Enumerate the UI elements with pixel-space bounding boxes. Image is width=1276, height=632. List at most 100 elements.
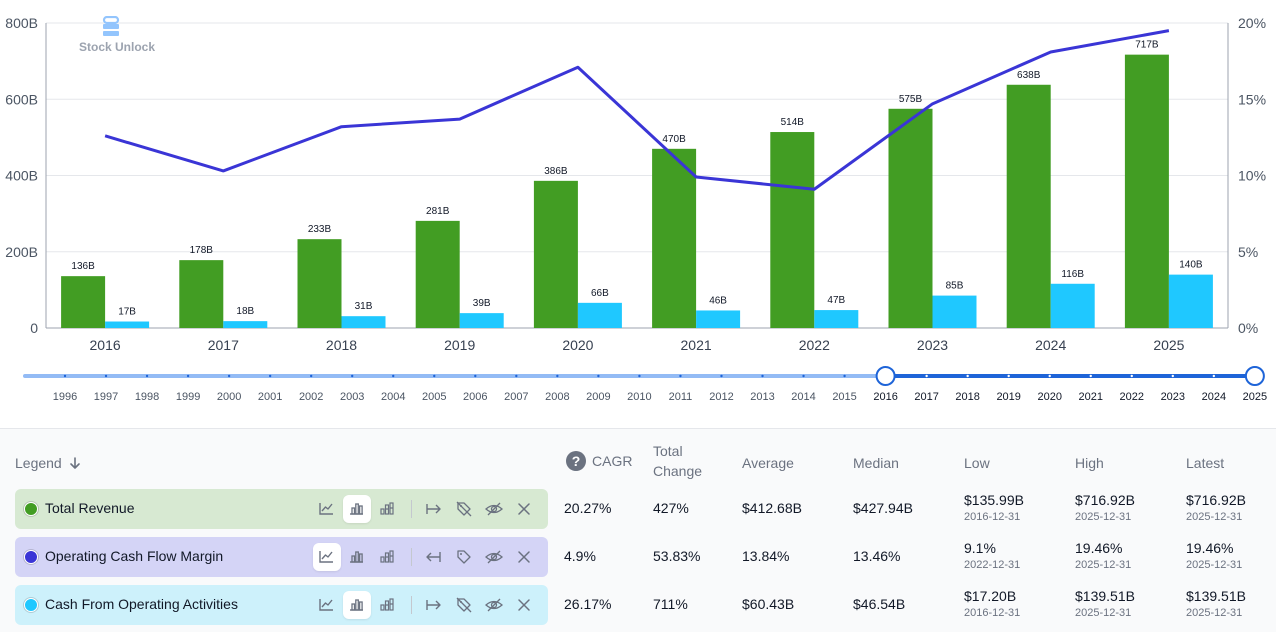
hide-icon — [485, 550, 503, 564]
labels-toggle-button[interactable] — [450, 495, 478, 523]
low-date: 2022-12-31 — [964, 559, 1021, 571]
stacked-bar-icon — [380, 598, 394, 611]
slider-tick — [1171, 374, 1175, 378]
slider-year-label: 2020 — [1037, 391, 1061, 403]
legend-row[interactable]: Cash From Operating Activities — [15, 585, 548, 625]
latest-header: Latest — [1186, 455, 1225, 471]
y-right-tick-label: 5% — [1238, 244, 1258, 260]
remove-series-button[interactable] — [510, 495, 538, 523]
line-operating-cash-flow-margin — [104, 29, 1170, 191]
median-value: 13.46% — [853, 548, 901, 564]
slider-year-label: 2007 — [504, 391, 528, 403]
legend-sort-header[interactable]: Legend — [15, 453, 82, 473]
year-range-slider[interactable]: 1996 1997 1998 1999 2000 2001 2002 2003 2004 2005… — [0, 360, 1276, 410]
series-color-dot — [24, 598, 38, 612]
metrics-table: Legend ? CAGR Total Change Average Media… — [0, 428, 1276, 632]
hide-icon — [485, 502, 503, 516]
line-chart-button[interactable] — [313, 495, 341, 523]
slider-tick — [351, 374, 354, 378]
line-chart-button[interactable] — [313, 591, 341, 619]
y-left-tick-label: 200B — [5, 244, 38, 260]
y-left-tick-label: 0 — [30, 320, 38, 336]
line-chart-icon — [319, 599, 333, 611]
latest-value: $716.92B — [1186, 492, 1246, 508]
cagr-header-label: CAGR — [592, 453, 633, 469]
hide-series-button[interactable] — [480, 591, 508, 619]
slider-year-label: 2016 — [873, 391, 897, 403]
stacked-bar-icon — [380, 550, 394, 563]
data-label: 136B — [71, 261, 95, 272]
high-value: $139.51B — [1075, 588, 1135, 604]
legend-row[interactable]: Operating Cash Flow Margin — [15, 537, 548, 577]
median-header: Median — [853, 455, 899, 471]
average-value: $412.68B — [742, 500, 802, 516]
total-change-header-line1: Total — [653, 443, 683, 459]
slider-tick — [145, 374, 149, 378]
x-tick-label: 2023 — [917, 337, 948, 353]
line-chart-button[interactable] — [313, 543, 341, 571]
stacked-bar-button[interactable] — [373, 591, 401, 619]
slider-year-label: 2009 — [586, 391, 610, 403]
slider-end-handle[interactable] — [1244, 366, 1265, 386]
y-right-tick-label: 15% — [1238, 91, 1266, 107]
latest-date: 2025-12-31 — [1186, 607, 1243, 619]
median-value: $427.94B — [853, 500, 913, 516]
label-off-icon — [456, 501, 472, 517]
remove-series-button[interactable] — [510, 591, 538, 619]
axis-toggle-button[interactable] — [420, 495, 448, 523]
bar-chart-button[interactable] — [343, 495, 371, 523]
slider-year-label: 2003 — [340, 391, 364, 403]
high-date: 2025-12-31 — [1075, 559, 1132, 571]
slider-year-label: 2005 — [422, 391, 446, 403]
brand-name: Stock Unlock — [78, 40, 156, 54]
stacked-bar-button[interactable] — [373, 543, 401, 571]
x-tick-label: 2022 — [799, 337, 830, 353]
slider-year-label: 1997 — [94, 391, 118, 403]
help-icon[interactable]: ? — [566, 451, 586, 471]
slider-tick — [392, 374, 395, 378]
bar-total-revenue — [61, 276, 106, 328]
data-label: 66B — [591, 288, 609, 299]
slider-year-label: 2011 — [669, 391, 693, 403]
close-icon — [518, 551, 530, 563]
latest-value: 19.46% — [1186, 540, 1234, 556]
slider-tick — [515, 374, 518, 378]
toolbar-divider — [411, 548, 412, 566]
low-value: $135.99B — [964, 492, 1024, 508]
hide-series-button[interactable] — [480, 495, 508, 523]
slider-tick — [597, 374, 600, 378]
labels-toggle-button[interactable] — [450, 543, 478, 571]
latest-date: 2025-12-31 — [1186, 511, 1243, 523]
line-chart-icon — [319, 551, 333, 563]
data-label: 46B — [709, 295, 727, 306]
slider-tick — [1089, 374, 1092, 378]
bar-chart-button[interactable] — [343, 591, 371, 619]
high-date: 2025-12-31 — [1075, 607, 1132, 619]
slider-year-label: 2019 — [996, 391, 1020, 403]
total-change-cell: 427% — [653, 500, 689, 516]
axis-toggle-button[interactable] — [420, 591, 448, 619]
series-name: Cash From Operating Activities — [45, 596, 238, 612]
slider-year-label: 2024 — [1202, 391, 1226, 403]
slider-year-label: 2014 — [791, 391, 815, 403]
stacked-bar-button[interactable] — [373, 495, 401, 523]
slider-tick — [925, 374, 928, 378]
bar-cash-from-operating-activities — [223, 321, 268, 328]
hide-icon — [485, 598, 503, 612]
slider-year-label: 2010 — [627, 391, 651, 403]
bar-chart-button[interactable] — [343, 543, 371, 571]
slider-tick — [679, 374, 682, 378]
bar-cash-from-operating-activities — [1050, 283, 1095, 328]
legend-header-label: Legend — [15, 455, 62, 471]
bar-total-revenue — [652, 148, 697, 328]
bar-chart-icon — [350, 503, 363, 515]
legend-row[interactable]: Total Revenue — [15, 489, 548, 529]
axis-toggle-button[interactable] — [420, 543, 448, 571]
hide-series-button[interactable] — [480, 543, 508, 571]
remove-series-button[interactable] — [510, 543, 538, 571]
bar-total-revenue — [1006, 84, 1051, 328]
cagr-cell: 26.17% — [564, 596, 611, 612]
line-chart-icon — [319, 503, 333, 515]
slider-start-handle[interactable] — [875, 366, 896, 386]
labels-toggle-button[interactable] — [450, 591, 478, 619]
